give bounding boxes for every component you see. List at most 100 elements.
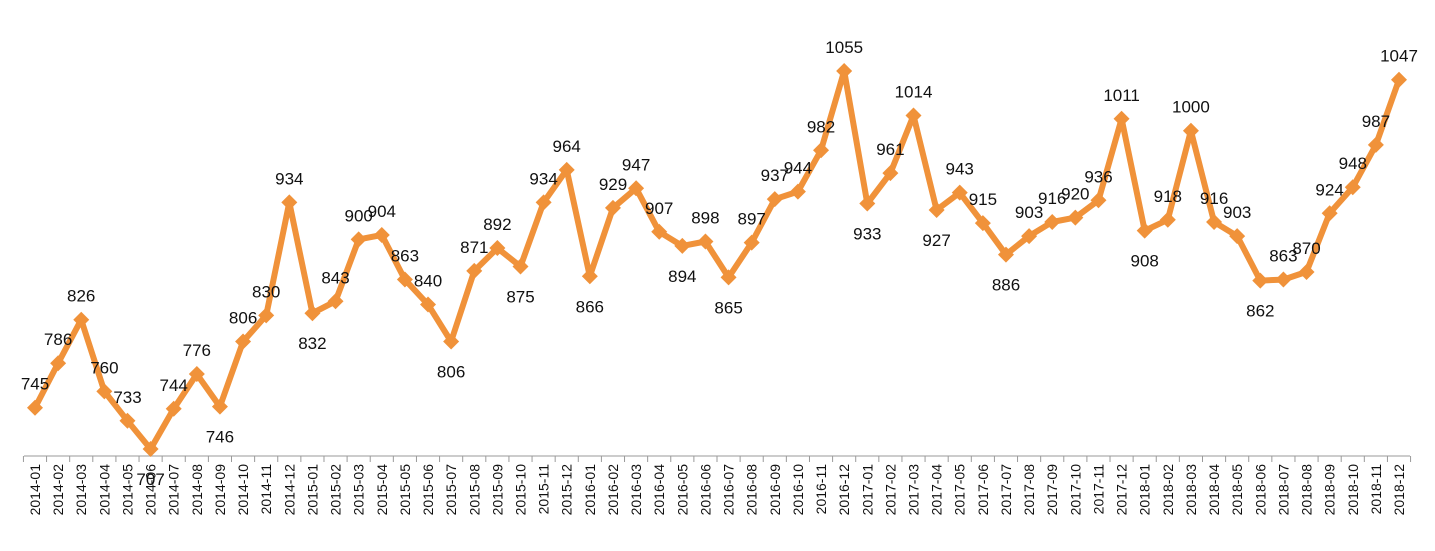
x-tick-label: 2015-01	[304, 464, 320, 516]
x-tick-label: 2015-11	[536, 464, 552, 515]
data-label: 733	[113, 388, 141, 407]
data-point-marker	[766, 191, 783, 208]
data-point-marker	[1344, 179, 1361, 196]
data-label: 987	[1362, 112, 1390, 131]
data-label: 964	[553, 137, 581, 156]
data-point-marker	[1275, 271, 1292, 288]
x-tick-label: 2016-03	[628, 464, 644, 516]
x-tick-label: 2017-03	[906, 464, 922, 516]
data-label: 903	[1223, 203, 1251, 222]
data-label: 871	[460, 238, 488, 257]
data-label: 934	[275, 169, 303, 188]
data-label: 903	[1015, 203, 1043, 222]
data-label: 920	[1061, 185, 1089, 204]
x-tick-label: 2018-10	[1345, 464, 1361, 516]
x-tick-label: 2017-07	[998, 464, 1014, 516]
data-point-marker	[1044, 213, 1061, 230]
data-point-marker	[951, 184, 968, 201]
data-label: 744	[160, 376, 188, 395]
data-point-marker	[443, 333, 460, 350]
data-point-marker	[1159, 211, 1176, 228]
data-point-marker	[396, 271, 413, 288]
x-tick-label: 2014-11	[258, 464, 274, 515]
x-tick-label: 2015-08	[466, 464, 482, 516]
data-point-marker	[188, 366, 205, 383]
x-tick-label: 2016-09	[767, 464, 783, 516]
x-tick-label: 2016-05	[674, 464, 690, 516]
data-point-marker	[697, 233, 714, 250]
data-point-marker	[1367, 136, 1384, 153]
x-tick-label: 2015-10	[513, 464, 529, 516]
data-point-marker	[651, 223, 668, 240]
series-markers	[27, 63, 1407, 457]
x-tick-label: 2018-04	[1206, 464, 1222, 516]
x-tick-label: 2015-12	[559, 464, 575, 516]
x-tick-label: 2014-01	[27, 464, 43, 516]
x-tick-label: 2014-06	[143, 464, 159, 516]
data-label: 934	[529, 169, 557, 188]
x-tick-label: 2014-05	[120, 464, 136, 516]
x-tick-label: 2017-12	[1114, 464, 1130, 516]
x-tick-label: 2016-04	[651, 464, 667, 516]
data-label: 908	[1131, 252, 1159, 271]
data-label: 900	[345, 206, 373, 225]
data-label: 862	[1246, 302, 1274, 321]
data-point-marker	[211, 398, 228, 415]
data-point-marker	[50, 355, 67, 372]
x-tick-label: 2016-10	[790, 464, 806, 516]
x-tick-label: 2017-09	[1044, 464, 1060, 516]
data-point-marker	[789, 183, 806, 200]
data-label: 892	[483, 215, 511, 234]
data-label: 933	[853, 225, 881, 244]
data-label: 870	[1292, 239, 1320, 258]
x-tick-label: 2016-08	[744, 464, 760, 516]
x-tick-label: 2017-01	[859, 464, 875, 516]
data-point-marker	[1113, 110, 1130, 127]
x-tick-label: 2016-01	[582, 464, 598, 516]
x-tick-label: 2014-07	[166, 464, 182, 516]
x-tick-label: 2018-08	[1299, 464, 1315, 516]
data-point-marker	[512, 258, 529, 275]
x-tick-label: 2017-04	[929, 464, 945, 516]
data-point-marker	[327, 293, 344, 310]
data-point-marker	[466, 262, 483, 279]
data-point-marker	[859, 195, 876, 212]
x-tick-label: 2018-02	[1160, 464, 1176, 516]
data-point-marker	[581, 268, 598, 285]
data-point-marker	[304, 305, 321, 322]
x-tick-label: 2017-08	[1021, 464, 1037, 516]
data-label: 863	[391, 247, 419, 266]
x-tick-label: 2015-02	[328, 464, 344, 516]
data-point-marker	[27, 399, 43, 416]
series-line	[32, 68, 1402, 452]
data-label: 927	[922, 231, 950, 250]
data-label: 832	[298, 334, 326, 353]
data-label: 745	[21, 375, 49, 394]
data-point-marker	[489, 240, 506, 257]
data-label: 948	[1339, 154, 1367, 173]
data-label: 1047	[1380, 47, 1418, 66]
x-tick-label: 2018-01	[1137, 464, 1153, 516]
data-point-marker	[73, 311, 90, 328]
data-label: 929	[599, 175, 627, 194]
data-point-marker	[1182, 122, 1199, 139]
data-label: 898	[691, 209, 719, 228]
data-label: 937	[761, 166, 789, 185]
data-point-marker	[350, 231, 367, 248]
x-tick-label: 2018-12	[1391, 464, 1407, 516]
data-point-marker	[281, 194, 298, 211]
data-point-marker	[1021, 228, 1038, 245]
data-point-marker	[905, 107, 922, 124]
data-label: 826	[67, 287, 95, 306]
x-tick-label: 2016-02	[605, 464, 621, 516]
data-point-marker	[720, 269, 737, 286]
data-point-marker	[674, 237, 691, 254]
data-point-marker	[1067, 209, 1084, 226]
data-label: 863	[1269, 247, 1297, 266]
data-label: 866	[576, 297, 604, 316]
x-tick-label: 2014-08	[189, 464, 205, 516]
x-tick-label: 2017-05	[952, 464, 968, 516]
x-tick-label: 2015-06	[420, 464, 436, 516]
x-tick-label: 2017-02	[882, 464, 898, 516]
data-label: 1000	[1172, 98, 1210, 117]
